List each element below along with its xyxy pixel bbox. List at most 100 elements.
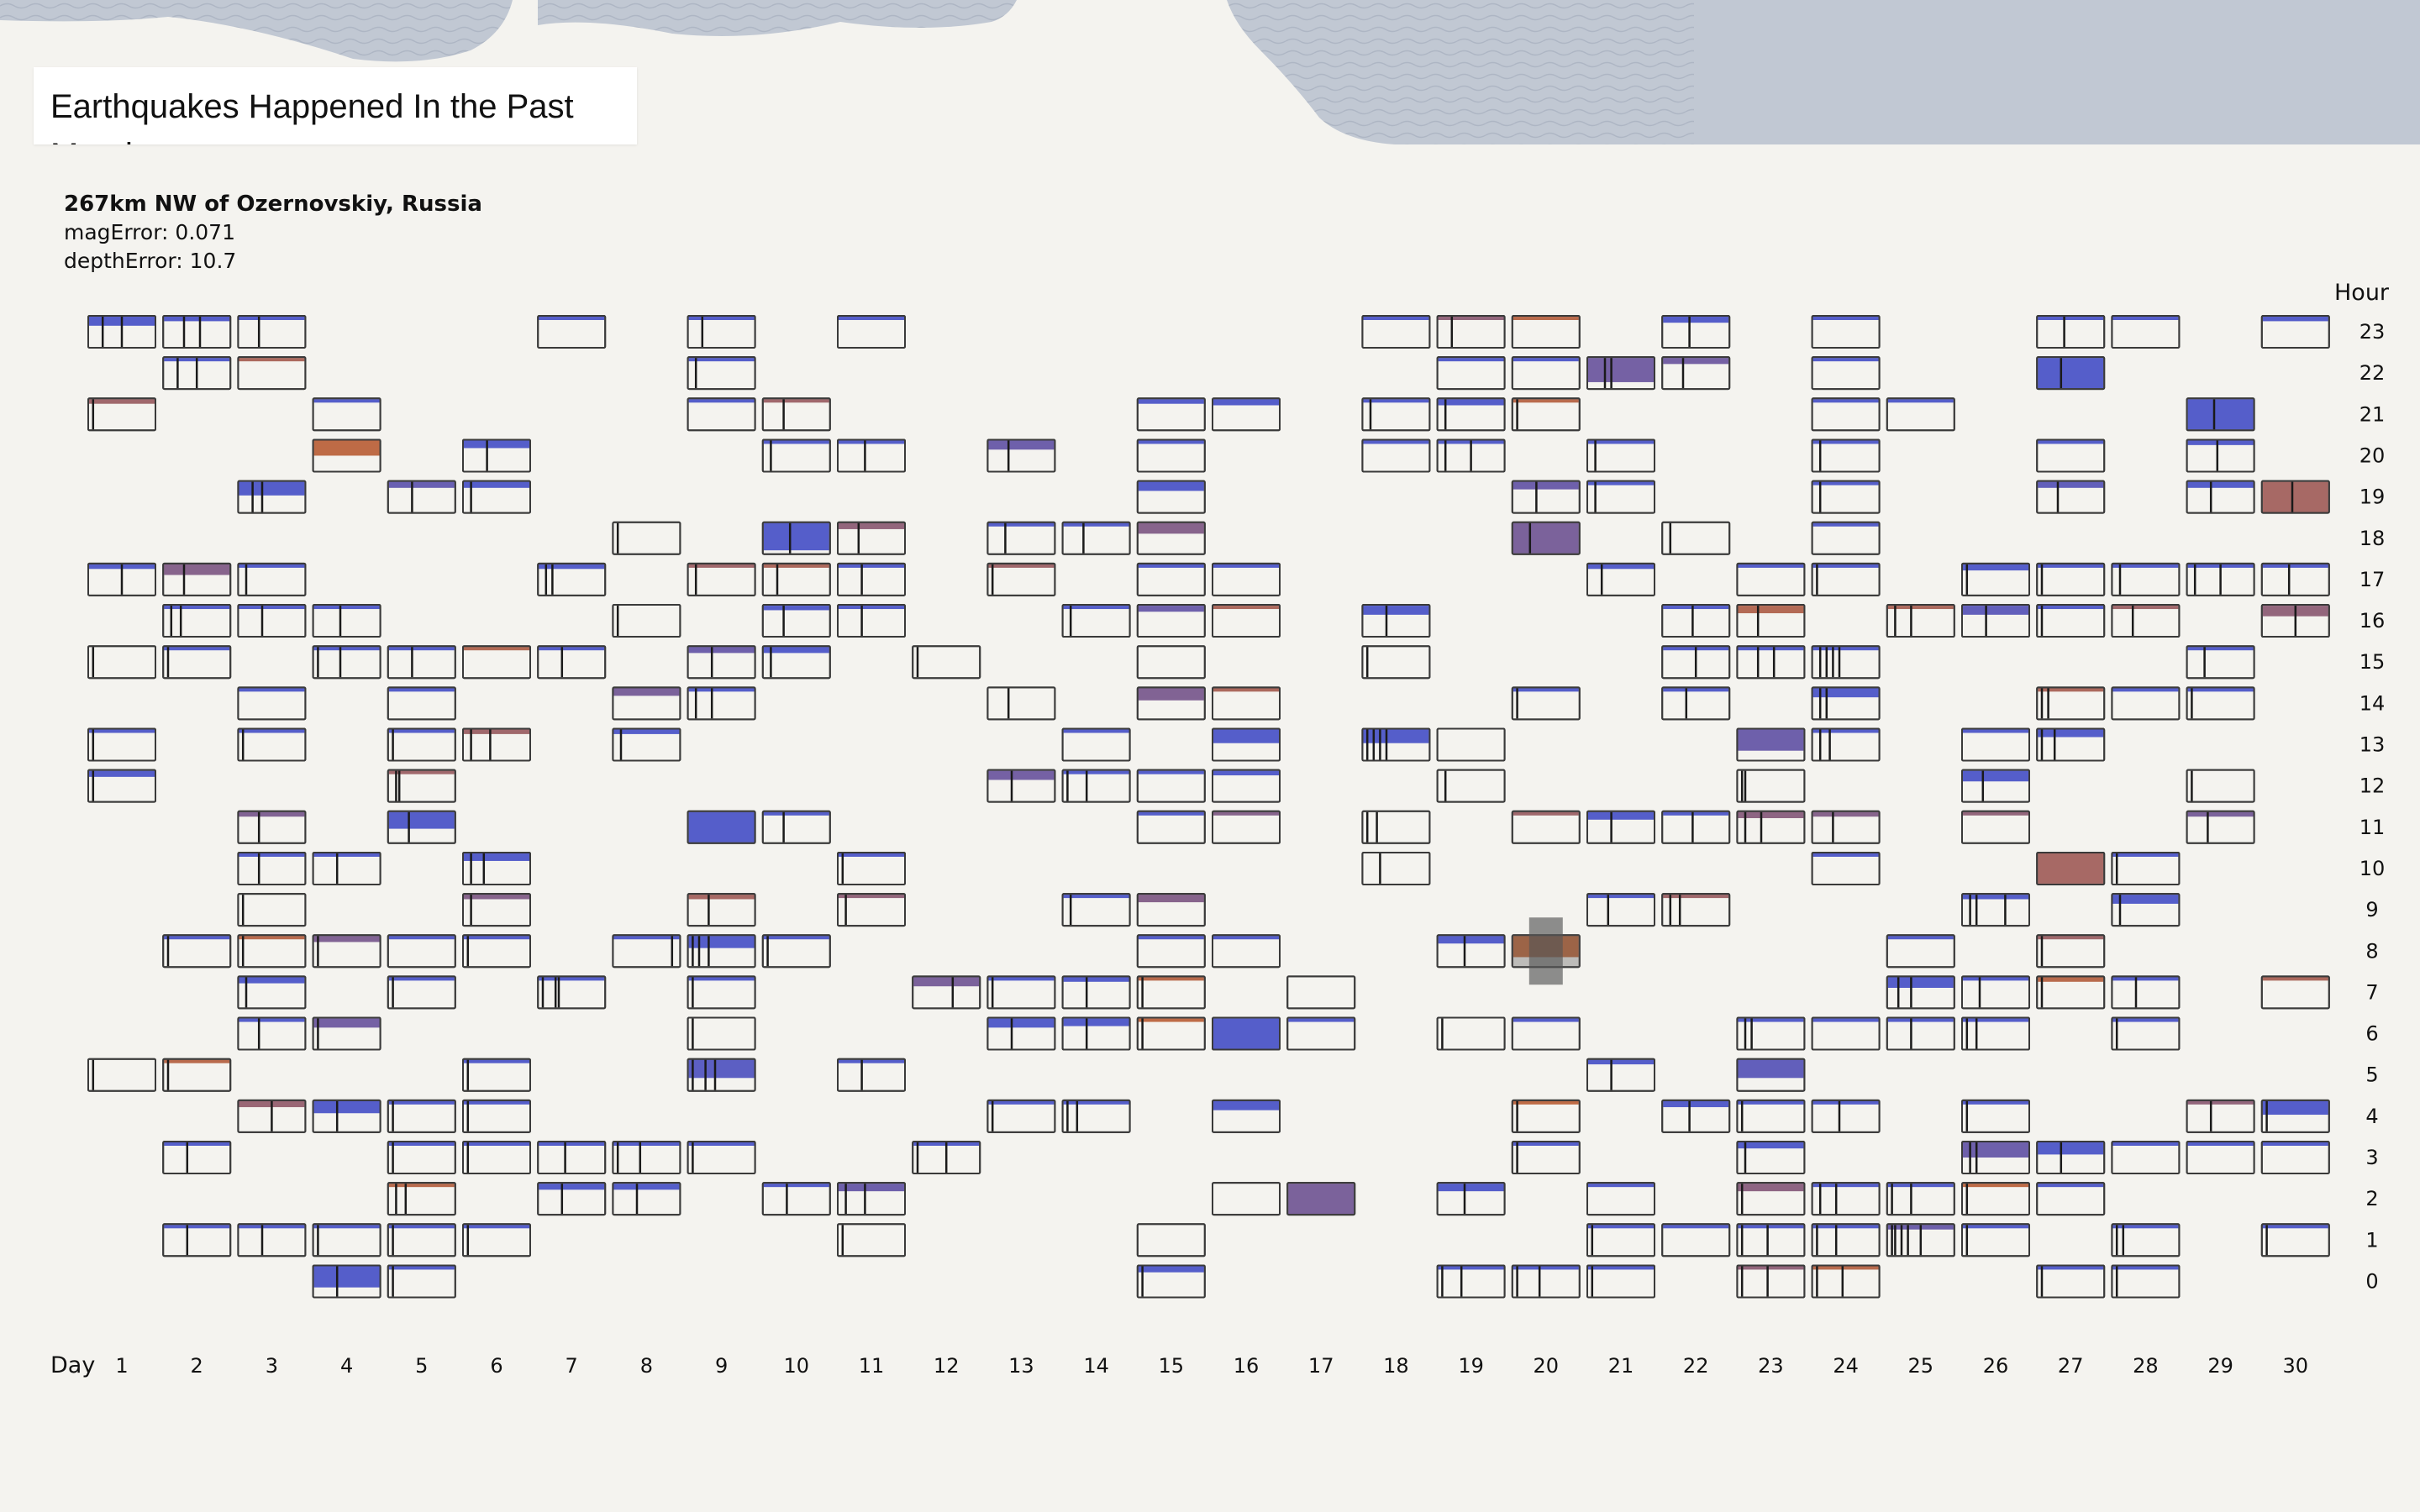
cell-frame <box>1586 1264 1655 1299</box>
cell-frame <box>237 1223 307 1257</box>
cell-frame <box>2111 1141 2181 1174</box>
cell-fill <box>164 564 230 575</box>
cell-outline <box>1436 315 1506 349</box>
cell-fill <box>988 564 1055 568</box>
cell-fill <box>688 1059 755 1079</box>
cell-frame <box>462 1141 531 1174</box>
cell-frame <box>1511 397 1581 432</box>
cell-fill <box>239 317 305 320</box>
cell-fill <box>388 770 455 774</box>
water-region-center <box>538 0 1017 36</box>
cell-outline <box>986 521 1056 555</box>
cell-frame <box>1436 1016 1506 1051</box>
cell-fill <box>1963 1184 2028 1188</box>
cell-outline <box>1586 562 1655 596</box>
cell-fill <box>839 564 904 568</box>
cell-frame <box>1811 397 1881 432</box>
cell-fill <box>688 936 755 948</box>
cell-frame <box>1212 686 1281 721</box>
cell-outline <box>1212 604 1281 638</box>
cell-fill <box>388 647 455 651</box>
cell-fill <box>1588 358 1654 382</box>
cell-fill <box>1887 399 1954 403</box>
cell-fill <box>2038 853 2104 884</box>
cell-fill <box>1887 606 1954 610</box>
cell-fill <box>2112 688 2179 692</box>
cell-outline <box>1961 727 2030 762</box>
cell-fill <box>1063 895 1129 899</box>
cell-fill <box>613 1142 680 1146</box>
cell-frame <box>462 1223 531 1257</box>
cell-outline <box>387 810 456 844</box>
cell-outline <box>237 1016 307 1051</box>
cell-outline <box>162 1141 232 1174</box>
cell-outline <box>1511 521 1581 555</box>
cell-outline <box>986 1099 1056 1133</box>
cell-outline <box>1436 1264 1506 1299</box>
cell-frame <box>1661 1223 1731 1257</box>
cell-outline <box>462 851 531 885</box>
cell-outline <box>1136 975 1206 1010</box>
cell-frame <box>87 645 156 680</box>
cell-fill <box>388 977 455 981</box>
cell-fill <box>1363 399 1429 403</box>
cell-outline <box>1511 1264 1581 1299</box>
cell-frame <box>2036 562 2106 596</box>
cell-fill <box>464 729 529 734</box>
cell-frame <box>1811 851 1881 885</box>
cell-outline <box>2111 893 2181 927</box>
cell-frame <box>2111 604 2181 638</box>
cell-frame <box>387 975 456 1010</box>
cell-frame <box>2111 975 2181 1010</box>
cell-outline <box>312 934 381 969</box>
cell-outline <box>687 934 756 969</box>
cell-fill <box>1063 729 1129 733</box>
cell-outline <box>462 934 531 969</box>
cell-fill <box>763 564 829 568</box>
cell-fill <box>1812 317 1879 320</box>
cell-fill <box>1512 358 1579 362</box>
cell-outline <box>986 769 1056 803</box>
cell-fill <box>763 522 829 551</box>
selected-quake-info: 267km NW of Ozernovskiy, Russia magError… <box>64 190 482 276</box>
cell-outline <box>462 727 531 762</box>
cell-frame <box>2036 686 2106 721</box>
cell-frame <box>1436 769 1506 803</box>
cell-outline <box>387 934 456 969</box>
cell-outline <box>387 645 456 680</box>
cell-frame <box>237 686 307 721</box>
cell-fill <box>313 1225 380 1229</box>
cell-fill <box>2038 564 2104 568</box>
cell-outline <box>387 975 456 1010</box>
cell-frame <box>761 438 831 473</box>
cell-frame <box>1736 769 1806 803</box>
cell-fill <box>2187 811 2254 817</box>
cell-outline <box>312 1099 381 1133</box>
cell-fill <box>1812 1100 1879 1105</box>
cell-outline <box>1436 356 1506 391</box>
cell-fill <box>988 522 1055 527</box>
cell-frame <box>312 397 381 432</box>
cell-fill <box>2187 1100 2254 1105</box>
cell-frame <box>1811 1099 1881 1133</box>
cell-frame <box>1212 1182 1281 1216</box>
cell-frame <box>2036 1182 2106 1216</box>
x-tick-label: 4 <box>340 1354 353 1378</box>
x-tick-label: 7 <box>566 1354 578 1378</box>
cell-fill <box>1663 895 1729 899</box>
cell-fill <box>2038 481 2104 488</box>
cell-outline <box>1061 769 1131 803</box>
cell-frame <box>1511 1264 1581 1299</box>
cell-frame <box>387 1099 456 1133</box>
cell-fill <box>1963 977 2028 981</box>
cell-fill <box>1063 522 1129 527</box>
cell-outline <box>1136 934 1206 969</box>
cell-frame <box>1961 810 2030 844</box>
cell-fill <box>1138 936 1204 940</box>
cell-fill <box>1738 1142 1804 1149</box>
cell-frame <box>387 934 456 969</box>
cell-frame <box>1736 1099 1806 1133</box>
cell-frame <box>1061 1099 1131 1133</box>
cell-outline <box>912 1141 981 1174</box>
cell-outline <box>1811 1016 1881 1051</box>
